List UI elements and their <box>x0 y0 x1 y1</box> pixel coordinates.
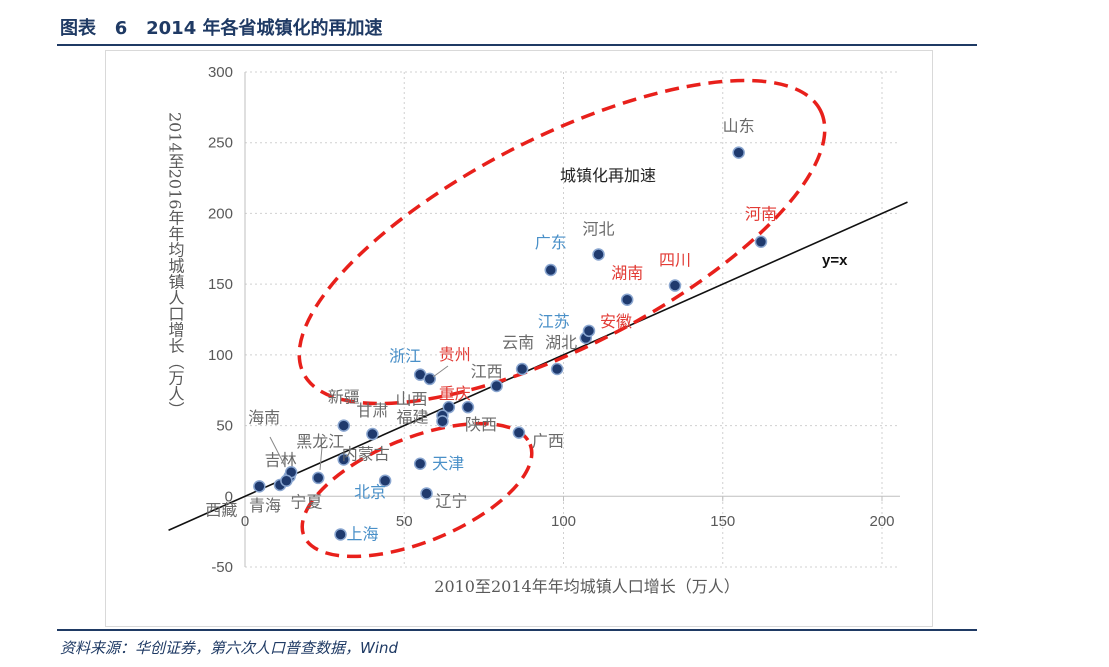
data-point <box>436 415 449 428</box>
x-tick-label: 100 <box>551 513 576 530</box>
label-leader-line <box>269 436 286 467</box>
point-label: 山东 <box>723 117 755 136</box>
data-point <box>378 474 392 487</box>
y-tick-label: 200 <box>208 205 233 222</box>
below-line-ellipse <box>300 421 534 559</box>
data-point <box>592 248 605 261</box>
data-point <box>413 457 427 471</box>
point-label: 陕西 <box>465 415 497 434</box>
point-label: 辽宁 <box>436 491 468 510</box>
data-point <box>312 471 325 485</box>
point-label: 江西 <box>471 362 503 381</box>
data-point <box>544 263 558 277</box>
point-label: 福建 <box>396 408 428 427</box>
x-tick-label: 200 <box>869 513 894 530</box>
y-tick-label: 50 <box>216 418 233 435</box>
point-label: 广东 <box>535 233 567 252</box>
point-label: 重庆 <box>439 384 471 403</box>
y-tick-label: 250 <box>208 135 233 152</box>
point-label: 天津 <box>432 454 464 473</box>
point-label: 河南 <box>745 205 777 224</box>
data-point <box>512 426 526 439</box>
point-label: 河北 <box>583 219 615 238</box>
label-leader-line <box>319 446 323 471</box>
point-label: 西藏 <box>205 500 237 519</box>
label-leader-line <box>432 365 449 378</box>
data-point <box>337 453 350 466</box>
point-label: 新疆 <box>328 388 360 407</box>
point-label: 湖南 <box>611 264 643 283</box>
data-point <box>550 362 564 376</box>
y-axis-title: 2014至2016年年均城镇人口增长（万人） <box>166 112 185 417</box>
data-point <box>620 293 634 306</box>
data-point <box>334 528 347 541</box>
data-point <box>337 419 350 432</box>
data-point <box>461 400 475 414</box>
point-label: 黑龙江 <box>296 432 344 451</box>
point-label: 湖北 <box>545 333 577 352</box>
data-point <box>253 480 266 493</box>
point-label: 吉林 <box>265 450 297 469</box>
reference-line-label: y=x <box>822 252 848 269</box>
data-point <box>582 324 596 338</box>
point-label: 宁夏 <box>290 493 322 512</box>
data-point <box>366 427 379 441</box>
annotation-text: 城镇化再加速 <box>560 166 656 185</box>
data-point <box>420 487 433 500</box>
point-label: 安徽 <box>600 312 632 331</box>
point-label: 甘肃 <box>356 401 388 420</box>
point-label: 青海 <box>249 496 281 515</box>
point-label: 浙江 <box>389 347 421 366</box>
point-label: 云南 <box>502 333 534 352</box>
data-point <box>732 146 745 159</box>
source-note: 资料来源：华创证券，第六次人口普查数据，Wind <box>60 639 399 657</box>
x-tick-label: 0 <box>241 513 249 530</box>
data-point <box>423 372 436 386</box>
point-label: 内蒙古 <box>342 445 390 464</box>
data-point <box>280 474 293 487</box>
y-tick-label: 300 <box>208 64 233 81</box>
y-tick-label: -50 <box>211 559 233 576</box>
x-tick-label: 50 <box>396 513 413 530</box>
y-tick-label: 100 <box>208 347 233 364</box>
point-label: 山西 <box>395 389 427 408</box>
point-label: 广西 <box>532 432 564 451</box>
data-point <box>490 379 503 393</box>
y-tick-label: 0 <box>225 488 233 505</box>
data-point <box>754 235 768 248</box>
point-label: 海南 <box>248 408 280 427</box>
y-tick-label: 150 <box>208 276 233 293</box>
data-point <box>515 362 529 376</box>
x-tick-label: 150 <box>710 513 735 530</box>
data-point <box>668 279 682 292</box>
point-label: 北京 <box>354 483 386 502</box>
chart-frame <box>105 50 933 627</box>
acceleration-ellipse <box>297 78 827 406</box>
x-axis-title: 2010至2014年年均城镇人口增长（万人） <box>434 577 739 596</box>
point-label: 四川 <box>659 251 691 270</box>
point-label: 江苏 <box>538 312 570 331</box>
footer-rule <box>57 629 977 631</box>
figure-title: 图表 6 2014 年各省城镇化的再加速 <box>60 18 383 39</box>
point-label: 上海 <box>347 524 379 543</box>
title-rule <box>57 44 977 46</box>
point-label: 贵州 <box>439 345 471 364</box>
data-point <box>442 400 456 414</box>
